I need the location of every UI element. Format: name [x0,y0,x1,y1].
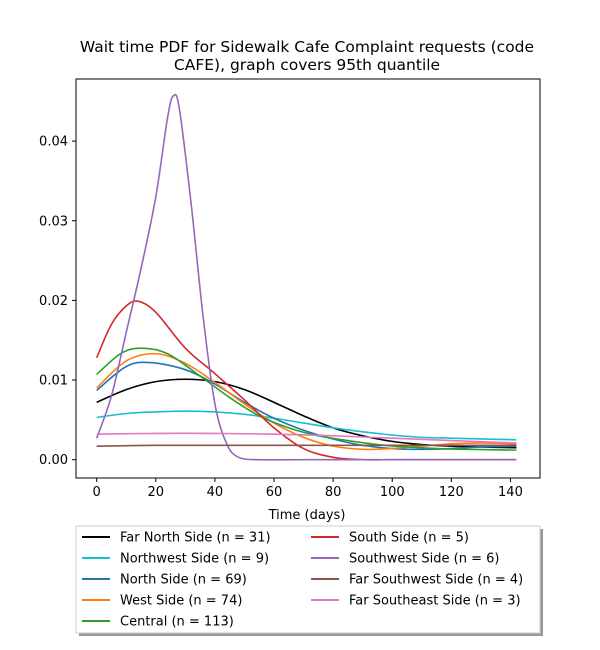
y-tick-label: 0.02 [39,294,68,309]
y-tick-label: 0.00 [39,453,68,468]
legend-label-8: Far Southwest Side (n = 4) [349,573,523,588]
x-tick-label: 0 [93,485,101,500]
legend-label-1: Far North Side (n = 31) [120,531,271,546]
chart-title-line-2: CAFE), graph covers 95th quantile [174,56,440,74]
series-line-3 [96,361,517,451]
series-line-9 [96,432,517,444]
x-tick-label: 40 [207,485,224,500]
legend-label-6: South Side (n = 5) [349,531,469,546]
legend-entries: Far North Side (n = 31) Northwest Side (n… [82,531,523,630]
series-layer [95,93,517,461]
x-tick-label: 140 [498,485,523,500]
legend: Far North Side (n = 31) Northwest Side (n… [75,525,543,636]
series-line-8 [96,444,517,447]
legend-label-7: Southwest Side (n = 6) [349,552,499,567]
y-axis: 0.00 0.01 0.02 0.03 0.04 [39,135,76,468]
legend-label-2: Northwest Side (n = 9) [120,552,269,567]
x-tick-label: 20 [148,485,165,500]
legend-label-9: Far Southeast Side (n = 3) [349,594,521,609]
legend-label-5: Central (n = 113) [120,615,234,630]
x-axis: 0 20 40 60 80 100 120 140 [93,478,523,500]
chart-title-line-1: Wait time PDF for Sidewalk Cafe Complain… [80,38,534,56]
x-tick-label: 120 [439,485,464,500]
plot-frame [75,78,541,479]
y-tick-label: 0.03 [39,214,68,229]
x-tick-label: 80 [325,485,342,500]
x-tick-label: 60 [266,485,283,500]
legend-box [75,525,541,634]
x-axis-label: Time (days) [268,508,346,523]
y-tick-label: 0.01 [39,374,68,389]
legend-label-4: West Side (n = 74) [120,594,242,609]
x-tick-label: 100 [380,485,405,500]
series-line-5 [96,347,517,451]
series-line-4 [96,352,517,451]
series-line-2 [96,410,517,441]
legend-label-3: North Side (n = 69) [120,573,247,588]
series-line-7 [95,93,517,461]
y-tick-label: 0.04 [39,135,68,150]
